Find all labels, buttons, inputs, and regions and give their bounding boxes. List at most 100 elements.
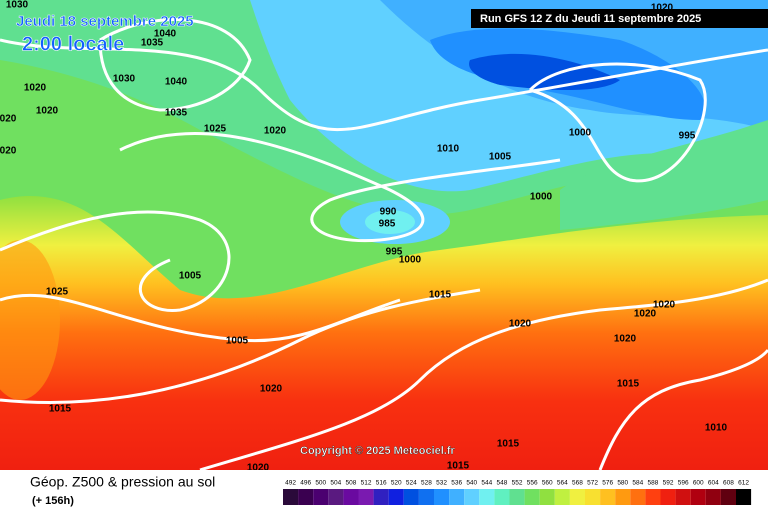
scale-label: 584	[632, 480, 643, 487]
isobar-label: 1020	[260, 384, 283, 395]
time-label: 2:00 locale	[22, 33, 124, 55]
scale-label: 572	[587, 480, 598, 487]
isobar-label: 990	[380, 207, 397, 218]
scale-label: 580	[617, 480, 628, 487]
scale-swatch	[645, 489, 661, 505]
scale-swatch	[736, 489, 752, 505]
isobar-label: 1025	[204, 124, 227, 135]
scale-label: 560	[542, 480, 553, 487]
scale-swatch	[569, 489, 585, 505]
scale-swatch	[660, 489, 676, 505]
isobar-label: 1020	[651, 3, 674, 14]
scale-label: 592	[663, 480, 674, 487]
scale-label: 608	[723, 480, 734, 487]
isobar-label: 1035	[141, 38, 164, 49]
scale-swatch	[615, 489, 631, 505]
scale-swatch	[449, 489, 465, 505]
scale-swatch	[524, 489, 540, 505]
scale-label: 612	[738, 480, 749, 487]
scale-label: 600	[693, 480, 704, 487]
isobar-label: 1020	[247, 463, 270, 474]
isobar-label: 1005	[489, 152, 512, 163]
isobar-label: 1010	[705, 423, 728, 434]
scale-label: 520	[391, 480, 402, 487]
scale-label: 540	[466, 480, 477, 487]
scale-label: 576	[602, 480, 613, 487]
scale-label: 588	[648, 480, 659, 487]
scale-label: 496	[300, 480, 311, 487]
isobar-label: 1040	[154, 29, 177, 40]
scale-swatch	[539, 489, 555, 505]
scale-swatch	[283, 489, 299, 505]
isobar-label: 1015	[497, 439, 520, 450]
isobar-label: 1020	[653, 300, 676, 311]
scale-swatch	[418, 489, 434, 505]
scale-swatch	[464, 489, 480, 505]
isobar-label: 1030	[6, 0, 29, 11]
scale-label: 556	[527, 480, 538, 487]
isobar-label: 1000	[530, 192, 553, 203]
scale-label: 492	[285, 480, 296, 487]
scale-swatch	[328, 489, 344, 505]
scale-swatch	[509, 489, 525, 505]
footer-subtitle: (+ 156h)	[32, 495, 74, 507]
isobar-label: 1025	[46, 287, 69, 298]
isobar-label: 1035	[165, 108, 188, 119]
scale-label: 604	[708, 480, 719, 487]
isobar-label: 995	[679, 131, 696, 142]
scale-swatch	[403, 489, 419, 505]
run-banner	[471, 9, 768, 28]
scale-label: 568	[572, 480, 583, 487]
background	[0, 0, 768, 470]
scale-swatch	[585, 489, 601, 505]
isobar-label: 985	[379, 219, 396, 230]
scale-swatch	[720, 489, 736, 505]
scale-label: 504	[330, 480, 341, 487]
date-label: Jeudi 18 septembre 2025	[16, 13, 194, 30]
run-label: Run GFS 12 Z du Jeudi 11 septembre 2025	[480, 13, 701, 25]
scale-label: 508	[346, 480, 357, 487]
scale-label: 532	[436, 480, 447, 487]
isobar-label: 995	[386, 247, 403, 258]
isobar-label: 1040	[165, 77, 188, 88]
scale-swatch	[298, 489, 314, 505]
color-scale: 492 496 500 504 508 512 516 520 524 528 532 536 540 5…	[283, 480, 752, 505]
isobar-label: 1020	[36, 106, 59, 117]
isobar-label: 1005	[226, 336, 249, 347]
isobar-label: 1015	[617, 379, 640, 390]
isobar-label: 1015	[49, 404, 72, 415]
scale-swatch	[630, 489, 646, 505]
isobar-label: 1000	[399, 255, 422, 266]
scale-swatch	[434, 489, 450, 505]
isobar-label: 1015	[429, 290, 452, 301]
isobar-label: 1020	[634, 309, 657, 320]
isobar-label: 1020	[509, 319, 532, 330]
scale-swatch	[358, 489, 374, 505]
scale-label: 500	[315, 480, 326, 487]
footer-title: Géop. Z500 & pression au sol	[30, 474, 215, 490]
isobar-label: 1005	[179, 271, 202, 282]
scale-swatch	[494, 489, 510, 505]
isobar-label: 020	[0, 146, 17, 157]
scale-swatch	[313, 489, 329, 505]
scale-swatch	[373, 489, 389, 505]
scale-label: 552	[512, 480, 523, 487]
isobar-label: 020	[0, 114, 17, 125]
scale-label: 524	[406, 480, 417, 487]
scale-label: 516	[376, 480, 387, 487]
scale-swatch	[675, 489, 691, 505]
scale-label: 544	[481, 480, 492, 487]
scale-label: 548	[497, 480, 508, 487]
scale-swatch	[479, 489, 495, 505]
isobar-lines	[0, 18, 768, 472]
copyright: Copyright © 2025 Meteociel.fr	[300, 445, 456, 457]
scale-swatch	[343, 489, 359, 505]
scale-label: 564	[557, 480, 568, 487]
scale-label: 596	[678, 480, 689, 487]
isobar-label: 1010	[437, 144, 460, 155]
scale-label: 528	[421, 480, 432, 487]
isobar-label: 1020	[264, 126, 287, 137]
scale-swatch	[600, 489, 616, 505]
